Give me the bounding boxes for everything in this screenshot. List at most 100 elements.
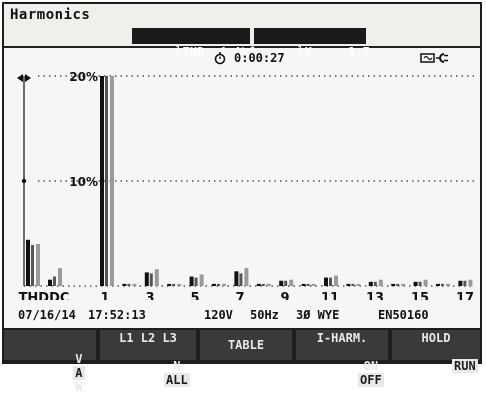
bar-10-s1 xyxy=(301,283,306,286)
softkey-hold-label: HOLD xyxy=(421,331,451,345)
bar-6-s3 xyxy=(222,283,226,286)
softkey-i-harm[interactable]: I-HARM. ON OFF xyxy=(296,330,390,387)
softkey-v-label: V xyxy=(75,352,83,366)
k-label: K xyxy=(304,45,313,59)
softkey-hold-run[interactable]: HOLD RUN xyxy=(392,330,480,373)
bar-15-s1 xyxy=(413,281,418,286)
softkey-table[interactable]: TABLE xyxy=(200,330,294,360)
x-tick-label: 11 xyxy=(321,291,339,300)
x-tick-label: 13 xyxy=(366,291,384,300)
chart-bars xyxy=(26,76,473,286)
x-tick-label: THDDC xyxy=(19,291,70,300)
x-tick-label: 17 xyxy=(456,291,474,300)
bar-7-s2 xyxy=(239,273,243,286)
status-frequency: 50Hz xyxy=(250,308,279,322)
bar-11-s3 xyxy=(334,275,338,286)
bar-5-s3 xyxy=(199,274,204,286)
elapsed-timer: 0:00:27 xyxy=(234,51,285,65)
thd-label: THD xyxy=(182,45,205,59)
bar-5-s2 xyxy=(194,277,198,286)
bar-17-s1 xyxy=(458,280,463,286)
x-tick-label: 5 xyxy=(190,291,199,300)
bar-6-s1 xyxy=(212,283,216,286)
bar-1-s3 xyxy=(110,76,114,286)
status-date: 07/16/14 xyxy=(18,308,76,322)
bar-15-s2 xyxy=(418,281,422,286)
bar-thd-s3 xyxy=(36,244,40,286)
k-phase-label: 1 xyxy=(297,45,303,55)
bar-4-s2 xyxy=(172,283,176,286)
bar-16-s1 xyxy=(436,283,440,286)
cursor-arrows-icon[interactable] xyxy=(17,74,31,82)
bar-12-s1 xyxy=(346,283,351,286)
status-config: 3Ø WYE xyxy=(296,308,340,322)
thd-phase-label: 1 xyxy=(175,45,181,55)
bar-13-s2 xyxy=(373,281,377,286)
x-tick-label: 7 xyxy=(235,291,244,300)
bar-8-s2 xyxy=(261,283,265,286)
bar-17-s2 xyxy=(463,280,467,286)
bar-2-s1 xyxy=(122,283,127,286)
bar-1-s1 xyxy=(100,76,104,286)
bar-8-s3 xyxy=(266,283,271,286)
bar-14-s2 xyxy=(396,283,400,286)
softkey-phase-n: N xyxy=(173,359,181,373)
bar-dc-s2 xyxy=(53,276,56,286)
bar-6-s2 xyxy=(217,283,220,286)
chart-cursor[interactable] xyxy=(17,74,31,286)
bar-7-s3 xyxy=(244,268,249,286)
softkey-i-harm-label: I-HARM. xyxy=(316,331,368,345)
softkey-run-label: RUN xyxy=(452,359,478,373)
bar-13-s1 xyxy=(368,281,373,286)
softkey-i-harm-off: OFF xyxy=(358,373,384,387)
bar-16-s3 xyxy=(446,283,450,286)
bar-12-s3 xyxy=(356,283,361,286)
x-tick-label: 9 xyxy=(280,291,289,300)
bar-10-s2 xyxy=(306,283,310,286)
softkey-bar: V A W L1 L2 L3 N ALL TABLE I-HARM. ON OF… xyxy=(4,328,480,394)
softkey-phase-top: L1 L2 L3 xyxy=(119,331,177,345)
thd-unit: %f xyxy=(240,45,256,59)
bar-13-s3 xyxy=(378,279,383,286)
bar-5-s1 xyxy=(189,276,194,286)
softkey-i-harm-on: ON xyxy=(363,359,379,373)
bar-dc-s1 xyxy=(48,279,52,286)
bar-4-s1 xyxy=(167,283,172,286)
y-axis-labels: 20% 10% xyxy=(69,70,98,189)
status-voltage: 120V xyxy=(204,308,233,322)
bar-16-s2 xyxy=(441,283,444,286)
x-axis-labels: THDDC 1 3 5 7 9 11 13 15 17 xyxy=(19,291,474,300)
bar-14-s3 xyxy=(401,283,406,286)
softkey-w-label: W xyxy=(75,380,83,394)
bar-12-s2 xyxy=(351,283,355,286)
bar-9-s3 xyxy=(289,279,294,286)
softkey-a-selected: A xyxy=(73,366,85,380)
thd-value: 4.4 xyxy=(218,45,241,59)
bar-2-s2 xyxy=(127,283,131,286)
softkey-phase-select[interactable]: L1 L2 L3 N ALL xyxy=(100,330,198,387)
status-time: 17:52:13 xyxy=(88,308,146,322)
bar-15-s3 xyxy=(423,279,428,286)
softkey-v-a-w[interactable]: V A W xyxy=(4,330,98,394)
softkey-table-label: TABLE xyxy=(227,338,265,352)
k-value: 1.7 xyxy=(348,45,370,59)
x-tick-label: 1 xyxy=(100,291,109,300)
bar-9-s1 xyxy=(279,280,284,286)
bar-dc-s3 xyxy=(58,268,62,286)
bar-7-s1 xyxy=(234,271,239,286)
timer-value: 0:00:27 xyxy=(234,51,285,65)
status-standard: EN50160 xyxy=(378,308,429,322)
x-tick-label: 15 xyxy=(411,291,429,300)
stopwatch-icon xyxy=(214,52,226,65)
bar-10-s3 xyxy=(311,283,316,286)
bar-14-s1 xyxy=(391,283,396,286)
bar-8-s1 xyxy=(256,283,261,286)
bar-3-s2 xyxy=(149,273,153,286)
power-plug-icon xyxy=(420,53,448,63)
bar-3-s3 xyxy=(154,269,159,286)
bar-11-s1 xyxy=(324,277,328,286)
status-line: 07/16/14 17:52:13 120V 50Hz 3Ø WYE EN501… xyxy=(4,304,480,326)
y-tick-label: 20% xyxy=(69,70,98,84)
